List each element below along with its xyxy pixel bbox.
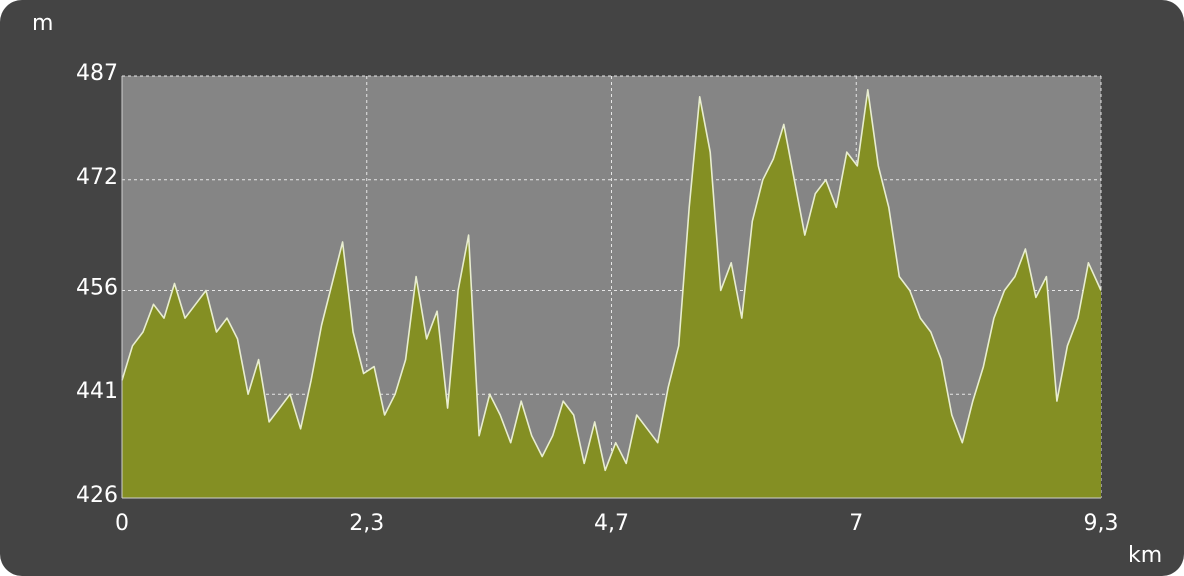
elevation-area [122, 89, 1101, 499]
x-axis-label: km [1128, 543, 1162, 568]
y-tick-labels: 426 441 456 472 487 [76, 61, 118, 508]
x-tick-label: 4,7 [594, 511, 629, 536]
y-tick-label: 472 [76, 165, 118, 190]
elevation-line [121, 89, 1102, 472]
y-tick-label: 426 [76, 483, 118, 508]
x-tick-label: 0 [115, 511, 129, 536]
y-axis-label: m [32, 11, 53, 36]
y-tick-label: 441 [76, 379, 118, 404]
x-tick-label: 9,3 [1084, 511, 1119, 536]
x-tick-label: 2,3 [349, 511, 384, 536]
y-tick-label: 456 [76, 275, 118, 300]
x-tick-labels: 0 2,3 4,7 7 9,3 [115, 511, 1119, 536]
x-tick-label: 7 [849, 511, 863, 536]
y-tick-label: 487 [76, 61, 118, 86]
